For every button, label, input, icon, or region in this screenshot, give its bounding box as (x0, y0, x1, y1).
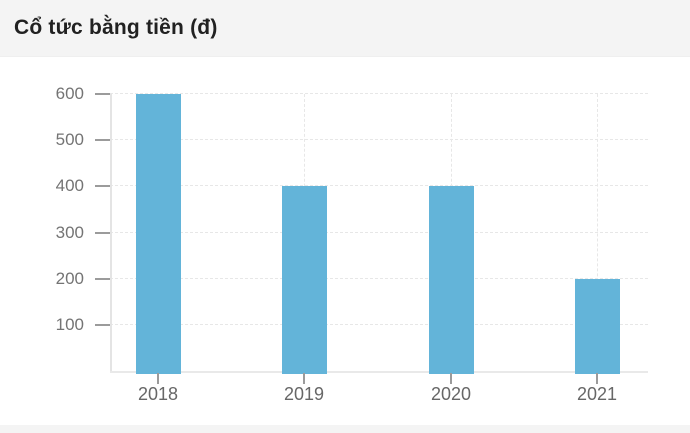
h-gridline-300 (110, 231, 648, 233)
y-axis-label-300: 300 (55, 222, 84, 242)
x-tick-2020 (450, 373, 452, 384)
x-axis-label-2020: 2020 (430, 384, 472, 404)
h-gridline-500 (110, 139, 648, 141)
x-axis-label-2021: 2021 (576, 384, 618, 404)
y-axis-label-400: 400 (55, 176, 84, 196)
y-tick-500 (95, 139, 110, 142)
x-tick-2018 (157, 373, 159, 384)
bar-chart: 100 200 300 400 500 600 2018 2019 2020 2021 (0, 57, 690, 425)
y-axis-line (110, 94, 112, 373)
y-axis-label-100: 100 (55, 314, 84, 334)
x-tick-2019 (303, 373, 305, 384)
y-tick-300 (95, 231, 110, 234)
chart-header: Cổ tức bằng tiền (đ) (0, 0, 690, 57)
bar-2021[interactable] (574, 278, 620, 374)
x-tick-2021 (596, 373, 598, 384)
bar-2018[interactable] (135, 94, 181, 374)
y-axis-label-200: 200 (55, 268, 84, 288)
h-gridline-400 (110, 185, 648, 187)
y-tick-100 (95, 323, 110, 326)
bar-2019[interactable] (281, 186, 327, 374)
y-tick-200 (95, 277, 110, 280)
h-gridline-600 (110, 93, 648, 94)
y-axis-label-500: 500 (55, 130, 84, 150)
y-tick-600 (95, 93, 110, 95)
y-axis-label-600: 600 (55, 84, 84, 103)
x-axis-line (110, 371, 648, 373)
h-gridline-200 (110, 277, 648, 279)
bar-2020[interactable] (428, 186, 474, 374)
x-axis-label-2019: 2019 (283, 384, 325, 404)
x-axis-label-2018: 2018 (137, 384, 179, 404)
v-gridline-2021 (597, 94, 598, 371)
h-gridline-100 (110, 323, 648, 325)
y-tick-400 (95, 185, 110, 188)
chart-title: Cổ tức bằng tiền (đ) (14, 16, 218, 39)
